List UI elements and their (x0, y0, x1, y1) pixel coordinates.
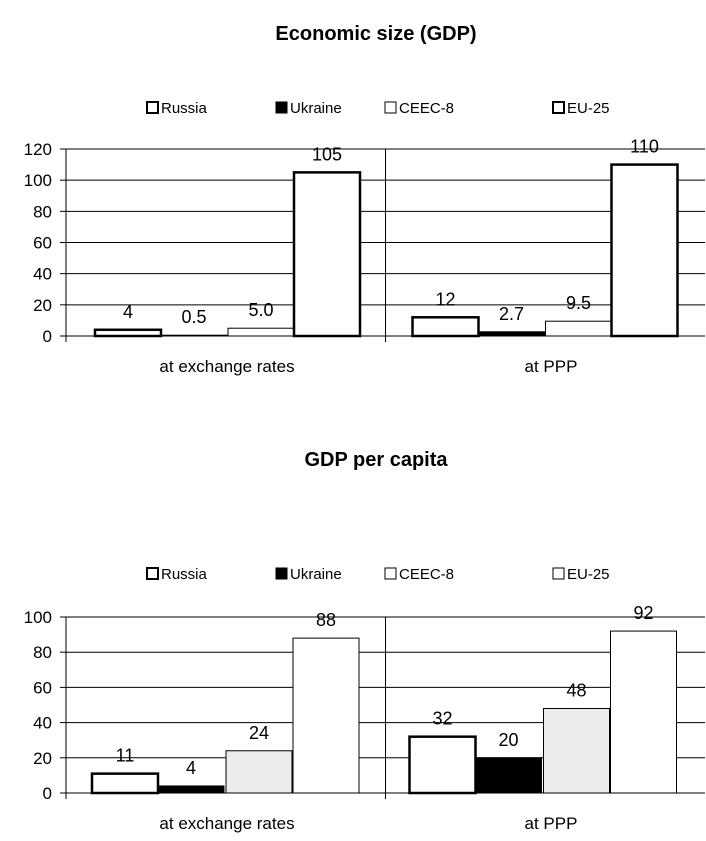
chart-1-data-label: 5.0 (248, 300, 273, 320)
chart-1-y-tick-label: 40 (33, 265, 52, 284)
chart-1-data-label: 0.5 (181, 307, 206, 327)
chart-2-legend-swatch-ceec-8 (384, 567, 397, 580)
chart-1-category-label: at PPP (525, 357, 578, 376)
chart-2-bar-ukraine (475, 757, 542, 794)
chart-1-legend-label: Ukraine (290, 100, 342, 117)
chart-1-legend-label: EU-25 (567, 100, 610, 117)
chart-2-bar-ukraine (157, 785, 225, 794)
chart-2-data-label: 88 (316, 610, 336, 630)
chart-2-category-label: at exchange rates (159, 814, 294, 833)
chart-2-legend-label: EU-25 (567, 566, 610, 583)
chart-1-data-label: 9.5 (566, 293, 591, 313)
chart-2-y-tick-label: 0 (43, 784, 52, 803)
chart-2-legend-label: Russia (161, 566, 208, 583)
chart-1-y-tick-label: 100 (24, 171, 52, 190)
chart-1-data-label: 105 (312, 144, 342, 164)
chart-2-data-label: 11 (116, 746, 135, 766)
chart-2-data-label: 48 (566, 681, 586, 701)
chart-2-y-tick-label: 80 (33, 643, 52, 662)
chart-1-y-tick-label: 60 (33, 234, 52, 253)
chart-2-bar-ceec-8 (225, 750, 293, 794)
chart-1-y-tick-label: 0 (43, 327, 52, 346)
chart-2-y-tick-label: 60 (33, 678, 52, 697)
chart-2-data-label: 92 (633, 603, 653, 623)
chart-2-data-label: 4 (186, 758, 196, 778)
chart-1-y-tick-label: 20 (33, 296, 52, 315)
chart-2-legend-swatch-ukraine (275, 567, 288, 580)
chart-2-legend-swatch-eu-25 (552, 567, 565, 580)
chart-2-data-label: 20 (498, 730, 518, 750)
chart-1-title: Economic size (GDP) (275, 23, 476, 45)
chart-1-bar-ceec-8 (227, 327, 295, 337)
chart-2-bar-ceec-8 (543, 708, 610, 794)
chart-1-data-label: 12 (435, 289, 455, 309)
chart-1-legend-swatch-eu-25 (552, 101, 565, 114)
chart-1-bar-eu-25 (610, 163, 679, 338)
chart-2-title: GDP per capita (304, 449, 448, 471)
chart-2-bar-eu-25 (292, 637, 360, 794)
chart-1-bar-russia (411, 316, 480, 338)
chart-1-data-label: 2.7 (499, 304, 524, 324)
chart-1-y-tick-label: 80 (33, 202, 52, 221)
chart-1-data-label: 4 (123, 302, 133, 322)
chart-1-legend-swatch-russia (146, 101, 159, 114)
chart-1-bar-ukraine (160, 334, 228, 337)
chart-2-data-label: 32 (432, 709, 452, 729)
chart-1-legend-swatch-ukraine (275, 101, 288, 114)
chart-1-legend-label: CEEC-8 (399, 100, 454, 117)
chart-1-category-label: at exchange rates (159, 357, 294, 376)
chart-1-data-label: 110 (630, 137, 659, 157)
chart-2-legend-label: Ukraine (290, 566, 342, 583)
chart-2-data-label: 24 (249, 723, 269, 743)
chart-1-legend-label: Russia (161, 100, 208, 117)
chart-2-bar-eu-25 (610, 630, 677, 794)
chart-1-bar-ceec-8 (545, 320, 612, 337)
chart-2-category-label: at PPP (525, 814, 578, 833)
chart-2-bar-russia (408, 735, 477, 795)
chart-2-y-tick-label: 100 (24, 608, 52, 627)
chart-1-bar-russia (93, 328, 163, 338)
chart-2-legend-swatch-russia (146, 567, 159, 580)
chart-1-bar-eu-25 (292, 171, 362, 338)
chart-2-y-tick-label: 20 (33, 749, 52, 768)
chart-1-y-tick-label: 120 (24, 140, 52, 159)
chart-2-bar-russia (90, 772, 160, 795)
chart-2-legend-label: CEEC-8 (399, 566, 454, 583)
chart-1-bar-ukraine (478, 331, 545, 337)
chart-2-y-tick-label: 40 (33, 714, 52, 733)
chart-1-legend-swatch-ceec-8 (384, 101, 397, 114)
